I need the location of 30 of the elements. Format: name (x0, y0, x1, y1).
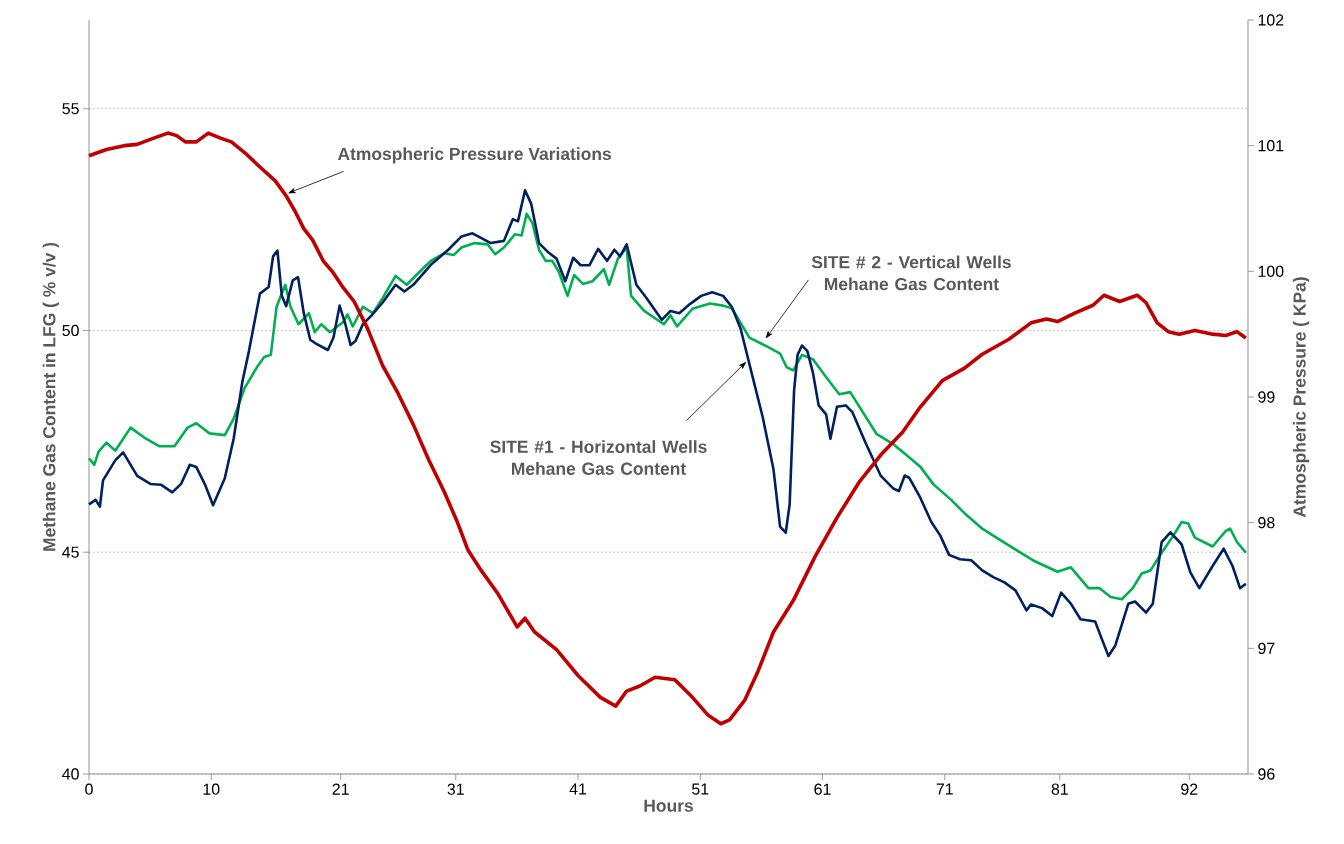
annotation: SITE #1 - Horizontal Wells Mehane Gas Content (490, 440, 707, 475)
x-tick-label: 92 (1181, 783, 1198, 795)
x-tick-label: 21 (332, 783, 349, 795)
x-tick-label: 81 (1051, 783, 1068, 795)
y2-tick-label: 97 (1258, 642, 1275, 654)
y2-tick-label: 99 (1258, 391, 1275, 403)
y-tick-label: 40 (62, 768, 79, 780)
y2-axis-title: Atmospheric Pressure ( KPa) (1292, 277, 1310, 518)
y-axis-title: Methane Gas Content in LFG ( % v/v ) (42, 242, 59, 551)
line-series (87, 131, 1248, 726)
annotation: SITE # 2 - Vertical Wells Mehane Gas Content (811, 255, 1011, 291)
x-axis-title: Hours (644, 799, 693, 812)
y2-tick-label: 101 (1258, 140, 1284, 152)
x-tick-label: 31 (447, 783, 464, 795)
line-series (87, 212, 1248, 601)
x-tick-label: 0 (85, 783, 93, 795)
x-tick-label: 61 (814, 783, 831, 795)
y2-tick-label: 98 (1258, 517, 1275, 529)
x-tick-label: 71 (936, 783, 953, 795)
y2-tick-label: 100 (1258, 265, 1284, 277)
y2-tick-label: 102 (1258, 14, 1284, 26)
y-tick-label: 50 (62, 324, 79, 337)
y-tick-label: 55 (62, 103, 79, 115)
annotation: Atmospheric Pressure Variations (337, 147, 611, 164)
x-tick-label: 51 (692, 783, 709, 795)
y2-tick-label: 96 (1258, 768, 1275, 780)
x-tick-label: 10 (203, 783, 220, 795)
y-tick-label: 45 (62, 546, 79, 558)
x-tick-label: 41 (569, 783, 587, 795)
line-series (87, 189, 1248, 658)
